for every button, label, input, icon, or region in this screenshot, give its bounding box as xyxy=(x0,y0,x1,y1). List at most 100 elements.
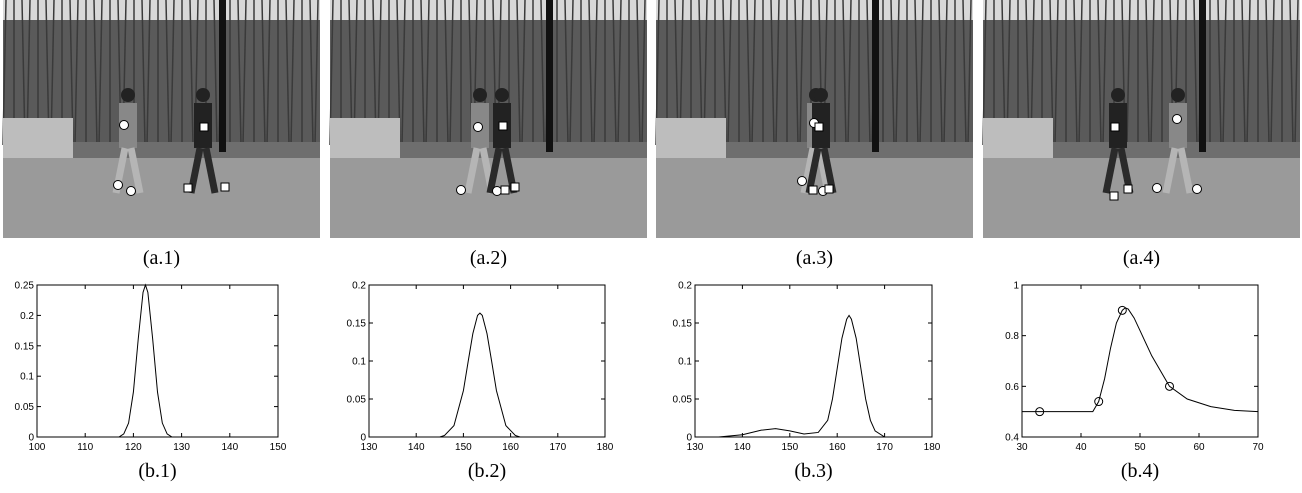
person-head xyxy=(1111,88,1125,102)
x-tick-label: 50 xyxy=(1134,442,1146,453)
pole xyxy=(872,0,879,152)
tracked-point xyxy=(1111,123,1119,131)
tracked-point xyxy=(200,123,208,131)
y-tick-label: 0.15 xyxy=(347,319,367,330)
x-tick-label: 110 xyxy=(77,442,93,453)
person-head xyxy=(1171,88,1185,102)
y-tick-label: 0 xyxy=(28,433,34,444)
y-tick-label: 0.1 xyxy=(352,357,366,368)
photo xyxy=(656,0,973,238)
tracked-point xyxy=(1124,185,1132,193)
tracked-point xyxy=(457,186,466,195)
y-tick-label: 0.15 xyxy=(673,319,693,330)
tracked-point xyxy=(511,183,519,191)
person-head xyxy=(196,88,210,102)
plot-caption: (b.1) xyxy=(138,460,176,482)
tracked-point xyxy=(493,187,502,196)
x-tick-label: 140 xyxy=(734,442,751,453)
plot-caption: (b.3) xyxy=(794,460,832,482)
tracked-point xyxy=(499,122,507,130)
photo xyxy=(3,0,320,238)
curve xyxy=(440,313,520,437)
wall xyxy=(330,118,400,158)
image-caption: (a.4) xyxy=(1123,247,1160,269)
wall xyxy=(656,118,726,158)
y-tick-label: 0.2 xyxy=(352,281,366,292)
y-tick-label: 0.1 xyxy=(678,357,692,368)
y-tick-label: 0.6 xyxy=(1005,382,1019,393)
image-caption: (a.2) xyxy=(470,247,507,269)
x-tick-label: 60 xyxy=(1193,442,1205,453)
y-tick-label: 0.05 xyxy=(673,395,693,406)
tracked-point xyxy=(1173,115,1182,124)
tracked-point xyxy=(1153,184,1162,193)
axes-frame xyxy=(695,285,932,437)
x-tick-label: 130 xyxy=(173,442,190,453)
figure: (a.1)(a.2)(a.3)(a.4)10011012013014015000… xyxy=(0,0,1302,493)
x-tick-label: 160 xyxy=(502,442,519,453)
person-head xyxy=(121,88,135,102)
y-tick-label: 0.05 xyxy=(15,402,35,413)
x-tick-label: 40 xyxy=(1075,442,1087,453)
y-tick-label: 0.15 xyxy=(15,341,35,352)
tracked-point xyxy=(501,186,509,194)
axes-frame xyxy=(1022,285,1258,437)
tracked-point xyxy=(825,185,833,193)
axes-frame xyxy=(37,285,278,437)
wall xyxy=(3,118,73,158)
y-tick-label: 0.25 xyxy=(15,281,35,292)
y-tick-label: 0.2 xyxy=(678,281,692,292)
x-tick-label: 180 xyxy=(924,442,941,453)
x-tick-label: 120 xyxy=(125,442,142,453)
x-tick-label: 170 xyxy=(549,442,566,453)
tracked-point xyxy=(221,183,229,191)
x-tick-label: 30 xyxy=(1016,442,1028,453)
tracked-point xyxy=(474,123,483,132)
tracked-point xyxy=(184,184,192,192)
x-tick-label: 160 xyxy=(829,442,846,453)
pole xyxy=(546,0,553,152)
x-tick-label: 170 xyxy=(876,442,893,453)
wall xyxy=(983,118,1053,158)
x-tick-label: 150 xyxy=(781,442,798,453)
image-caption: (a.1) xyxy=(143,247,180,269)
y-tick-label: 1 xyxy=(1013,281,1019,292)
plot-caption: (b.4) xyxy=(1121,460,1159,482)
person-body xyxy=(1169,103,1187,148)
image-caption: (a.3) xyxy=(796,247,833,269)
curve xyxy=(1022,308,1258,412)
tracked-point xyxy=(809,186,817,194)
y-tick-label: 0.4 xyxy=(1005,433,1019,444)
y-tick-label: 0 xyxy=(686,433,692,444)
person-head xyxy=(473,88,487,102)
photo xyxy=(330,0,647,238)
x-tick-label: 70 xyxy=(1252,442,1264,453)
tracked-point xyxy=(815,123,823,131)
x-tick-label: 150 xyxy=(455,442,472,453)
pole xyxy=(1199,0,1206,152)
x-tick-label: 130 xyxy=(361,442,378,453)
y-tick-label: 0.8 xyxy=(1005,331,1019,342)
y-tick-label: 0.2 xyxy=(20,311,34,322)
tracked-point xyxy=(127,187,136,196)
pole xyxy=(219,0,226,152)
y-tick-label: 0.05 xyxy=(347,395,367,406)
tracked-point xyxy=(114,181,123,190)
tracked-point xyxy=(1110,192,1118,200)
road xyxy=(983,158,1300,238)
tracked-point xyxy=(1193,185,1202,194)
road xyxy=(3,158,320,238)
tracked-point xyxy=(120,121,129,130)
axes-frame xyxy=(369,285,605,437)
photo xyxy=(983,0,1300,238)
curve xyxy=(114,285,177,437)
plot-caption: (b.2) xyxy=(468,460,506,482)
y-tick-label: 0 xyxy=(360,433,366,444)
tracked-point xyxy=(798,177,807,186)
x-tick-label: 100 xyxy=(29,442,46,453)
x-tick-label: 140 xyxy=(221,442,238,453)
x-tick-label: 140 xyxy=(408,442,425,453)
x-tick-label: 180 xyxy=(597,442,614,453)
person-head xyxy=(495,88,509,102)
y-tick-label: 0.1 xyxy=(20,372,34,383)
